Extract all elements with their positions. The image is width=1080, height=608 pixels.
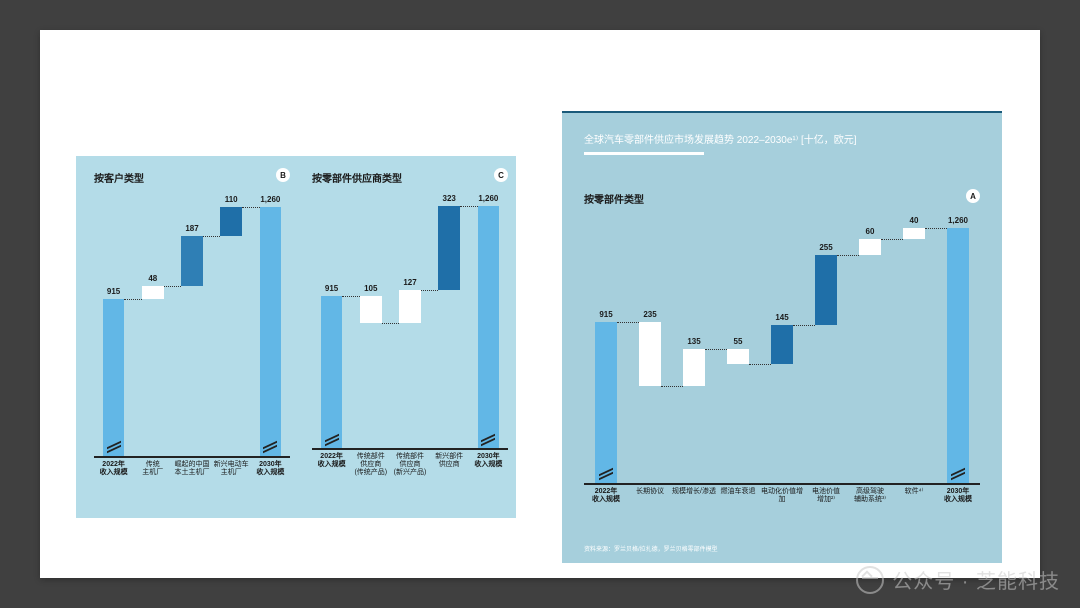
bar-value-label: 915 [321,284,343,293]
bar: 915 [103,299,125,456]
category-label: 高级驾驶辅助系统³⁾ [848,488,892,504]
bar: 1,260 [478,206,500,448]
bar-value-label: 135 [683,337,705,346]
category-label: 2030年收入规模 [251,461,290,477]
bar: 60 [859,239,881,255]
source-text: 资料来源：罗兰贝格/拉扎德，罗兰贝格零部件模型 [584,544,718,553]
bar: 1,260 [947,228,969,483]
bar: 110 [220,207,242,236]
panel-a-title: 按零部件类型 [584,191,644,206]
category-label: 2022年收入规模 [584,488,628,504]
bar-value-label: 105 [360,284,382,293]
panel-b-title: 按客户类型 [94,170,144,185]
category-label: 电动化价值增加 [760,488,804,504]
category-label: 新兴电动车主机厂 [212,461,251,477]
bar-value-label: 60 [859,227,881,236]
bar: 105 [360,296,382,323]
category-label: 崛起的中国本土主机厂 [172,461,211,477]
bar: 1,260 [260,207,282,456]
category-label: 软件⁴⁾ [892,488,936,496]
bar: 915 [321,296,343,448]
bar-value-label: 110 [220,195,242,204]
category-label: 电池价值增加²⁾ [804,488,848,504]
bar-value-label: 1,260 [478,194,500,203]
chart-b: 915 2022年收入规模 48 传统主机厂 187 崛起的中国本土主机厂 110 新兴电动车… [94,192,290,492]
bar-value-label: 255 [815,243,837,252]
slide: 按客户类型 B 915 2022年收入规模 48 传统主机厂 187 崛起的中国本土主机厂… [40,30,1040,578]
category-label: 新兴部件供应商 [430,453,469,469]
bar: 145 [771,325,793,365]
right-card: 全球汽车零部件供应市场发展趋势 2022–2030e¹⁾ [十亿，欧元] 按零部… [562,111,1002,563]
bar-value-label: 40 [903,216,925,225]
bar-value-label: 48 [142,274,164,283]
category-label: 2022年收入规模 [312,453,351,469]
category-label: 燃油车衰退 [716,488,760,496]
bar-value-label: 915 [595,310,617,319]
bar-value-label: 1,260 [947,216,969,225]
bar-value-label: 1,260 [260,195,282,204]
bar: 40 [903,228,925,239]
bar: 235 [639,322,661,386]
category-label: 传统部件供应商(新兴产品) [390,453,429,477]
bar: 255 [815,255,837,325]
right-card-title: 全球汽车零部件供应市场发展趋势 2022–2030e¹⁾ [十亿，欧元] [584,131,980,146]
bar-value-label: 187 [181,224,203,233]
category-label: 传统部件供应商(传统产品) [351,453,390,477]
title-underline [584,152,704,155]
category-label: 传统主机厂 [133,461,172,477]
wechat-icon [856,566,884,594]
bar-value-label: 235 [639,310,661,319]
chart-c: 915 2022年收入规模 105 传统部件供应商(传统产品) 127 传统部件供应商(新… [312,192,508,492]
panel-c-letter: C [494,168,508,182]
category-label: 2030年收入规模 [469,453,508,469]
category-label: 规模增长/渗透 [672,488,716,496]
right-card-header: 全球汽车零部件供应市场发展趋势 2022–2030e¹⁾ [十亿，欧元] [584,131,980,155]
category-label: 2022年收入规模 [94,461,133,477]
left-card: 按客户类型 B 915 2022年收入规模 48 传统主机厂 187 崛起的中国本土主机厂… [76,156,516,518]
panel-b-letter: B [276,168,290,182]
category-label: 长期协议 [628,488,672,496]
watermark-text: 公众号 · 芝能科技 [892,565,1060,594]
bar: 55 [727,349,749,364]
panel-c-title: 按零部件供应商类型 [312,170,402,185]
bar-value-label: 55 [727,337,749,346]
bar: 135 [683,349,705,386]
bar: 187 [181,236,203,286]
bar: 127 [399,290,421,323]
bar-value-label: 323 [438,194,460,203]
bar-value-label: 127 [399,278,421,287]
bar: 48 [142,286,164,299]
watermark: 公众号 · 芝能科技 [856,565,1060,594]
bar: 323 [438,206,460,289]
bar: 915 [595,322,617,483]
bar-value-label: 915 [103,287,125,296]
category-label: 2030年收入规模 [936,488,980,504]
bar-value-label: 145 [771,313,793,322]
chart-a: 915 2022年收入规模 235 长期协议 135 规模增长/渗透 55 燃油车衰退 145 电… [584,213,980,523]
panel-a-letter: A [966,189,980,203]
